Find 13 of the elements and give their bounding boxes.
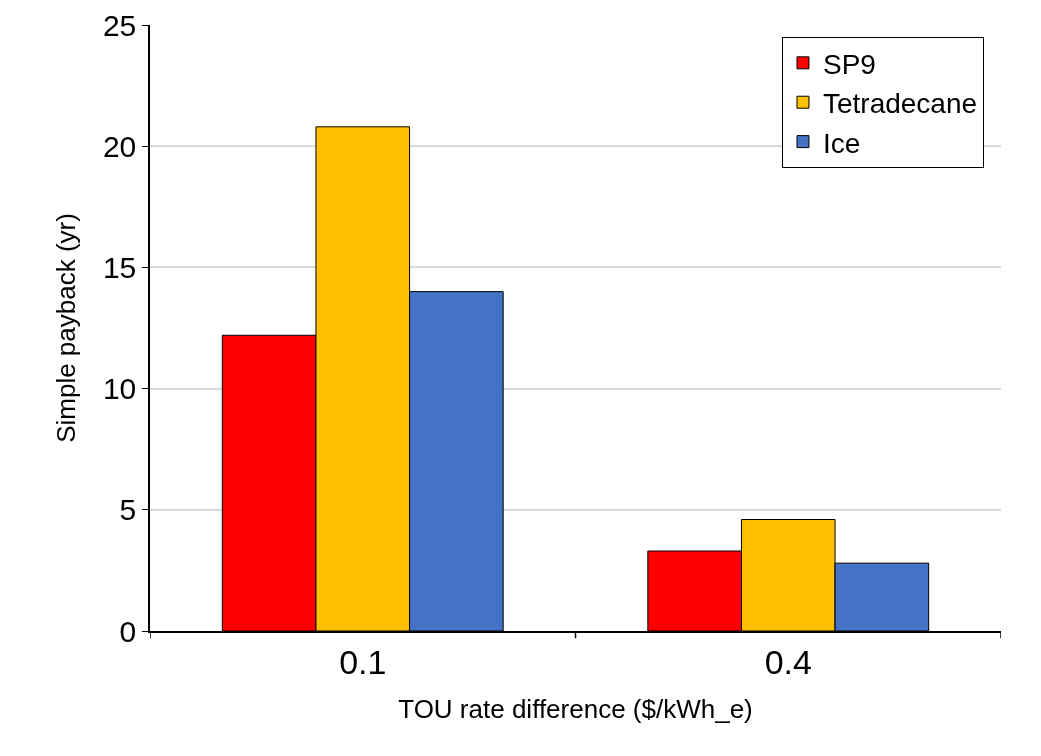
legend-label: Ice [822, 127, 861, 159]
x-axis-title: TOU rate difference ($/kWh_e) [398, 693, 753, 724]
y-tick-label: 20 [102, 129, 137, 163]
y-tick-label: 15 [102, 250, 137, 284]
y-tick-label: 5 [119, 493, 137, 527]
y-tick-label: 0 [119, 614, 137, 648]
x-tick-label: 0.1 [339, 642, 387, 681]
y-axis-title: Simple payback (yr) [50, 213, 81, 443]
legend-label: SP9 [822, 48, 876, 80]
y-tick-label: 10 [102, 372, 137, 406]
y-tick-label: 25 [102, 8, 137, 42]
legend-label: Tetradecane [822, 88, 978, 120]
x-tick-label: 0.4 [764, 642, 812, 681]
